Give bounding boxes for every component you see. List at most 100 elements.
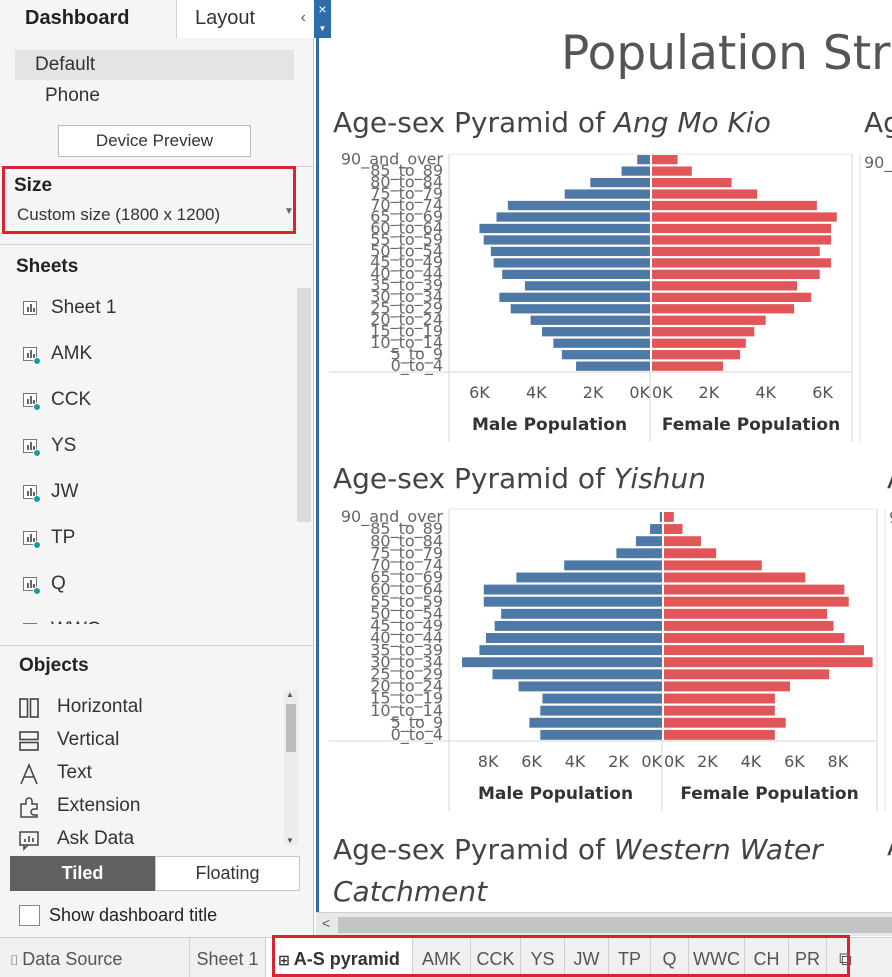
bar-male-40_to_44 (485, 633, 662, 643)
y-tick-label: 80_to_84 (370, 531, 443, 551)
y-tick-label: 5_to_9 (391, 713, 443, 733)
sheet-tab-pr[interactable]: PR (789, 938, 827, 977)
bar-female-30_to_34 (652, 292, 812, 302)
scroll-up-icon[interactable]: ▲ (286, 690, 294, 699)
x-tick-label: 2K (608, 752, 629, 771)
objects-scroll-thumb[interactable] (286, 704, 296, 752)
in-use-check-icon (33, 403, 41, 411)
worksheet-icon-bar (27, 583, 29, 588)
bar-female-90_and_over (664, 512, 674, 522)
bar-female-65_to_69 (652, 212, 837, 222)
y-tick-label: 10_to_14 (370, 701, 443, 721)
sheet-tab-a-s-pyramid[interactable]: ⊞ A-S pyramid (266, 938, 413, 977)
bar-female-10_to_14 (652, 338, 746, 348)
sheet-item-tp[interactable]: TP (0, 518, 296, 564)
object-ask-data[interactable]: Ask Data (18, 826, 288, 856)
bar-male-70_to_74 (507, 200, 650, 211)
show-dashboard-title-label[interactable]: Show dashboard title (49, 905, 218, 925)
scroll-left-icon[interactable]: < (322, 915, 331, 931)
object-label: Extension (57, 795, 141, 816)
size-section-title: Size (14, 175, 53, 196)
new-sheet-icon[interactable]: ⧉ (839, 949, 852, 969)
sheet-tab-ys[interactable]: YS (521, 938, 565, 977)
more-options-icon[interactable]: ▼ (314, 20, 331, 38)
y-tick-label: 35_to_39 (370, 640, 443, 660)
sheet-item-label: JW (51, 481, 79, 502)
y-tick-label: 50_to_54 (370, 604, 443, 624)
sheet-item-jw[interactable]: JW (0, 472, 296, 518)
sheet-tab-data-source[interactable]: ⌷ Data Source (0, 938, 190, 977)
size-dropdown-caret-icon[interactable]: ▼ (284, 206, 294, 217)
worksheet-icon-bar (27, 537, 29, 542)
bar-female-60_to_64 (664, 584, 845, 595)
canvas-scroll-thumb[interactable] (338, 917, 892, 933)
sheet-tab-jw[interactable]: JW (565, 938, 609, 977)
sheet-tab-ch[interactable]: CH (745, 938, 789, 977)
worksheet-icon-bar (27, 307, 29, 312)
sheet-tab-label: TP (617, 949, 641, 969)
bar-female-20_to_24 (652, 315, 766, 325)
sheet-item-q[interactable]: Q (0, 564, 296, 610)
worksheet-icon-bar (33, 538, 35, 542)
close-icon[interactable]: × (314, 0, 331, 20)
sheet-item-cck[interactable]: CCK (0, 380, 296, 426)
bar-female-80_to_84 (664, 536, 701, 547)
bar-male-15_to_19 (541, 327, 650, 337)
scroll-down-icon[interactable]: ▼ (286, 836, 294, 845)
y-tick-label: 90_and_over (341, 507, 444, 527)
bar-female-80_to_84 (652, 177, 732, 188)
in-use-check-icon (33, 357, 41, 365)
sheet-item-sheet-1[interactable]: Sheet 1 (0, 288, 296, 334)
bar-female-35_to_39 (664, 645, 864, 656)
tab-layout[interactable]: Layout (176, 0, 314, 38)
objects-scrollbar[interactable]: ▲ ▼ (284, 690, 298, 845)
bar-female-20_to_24 (664, 681, 791, 692)
y-tick-label: 40_to_44 (370, 264, 443, 284)
show-dashboard-title-checkbox[interactable] (19, 905, 40, 926)
device-preview-button[interactable]: Device Preview (58, 125, 251, 157)
bar-female-60_to_64 (652, 223, 832, 234)
floating-button[interactable]: Floating (155, 856, 300, 891)
sheet-tab-cck[interactable]: CCK (471, 938, 521, 977)
sheet-tab-label: WWC (693, 949, 740, 969)
y-tick-label: 65_to_69 (370, 207, 443, 227)
sheet-item-label: YS (51, 435, 77, 456)
sheet-tab-label: AMK (421, 949, 461, 969)
pyramid-chart-yishun[interactable]: 90_and_over85_to_8980_to_8475_to_7970_to… (319, 505, 892, 820)
x-axis-label-female: Female Population (680, 784, 858, 804)
sheet-item-amk[interactable]: AMK (0, 334, 296, 380)
sheet-item-ys[interactable]: YS (0, 426, 296, 472)
bar-female-55_to_59 (652, 235, 832, 245)
sheets-scrollbar[interactable] (297, 288, 311, 522)
in-use-check-icon (33, 449, 41, 457)
object-horizontal[interactable]: Horizontal (18, 694, 288, 724)
y-tick-label: 15_to_19 (370, 322, 443, 342)
sheet-tab-q[interactable]: Q (651, 938, 689, 977)
device-default[interactable]: Default (15, 50, 294, 80)
canvas-horizontal-scrollbar[interactable]: < (316, 912, 892, 936)
bar-male-80_to_84 (635, 536, 662, 547)
y-tick-label: 15_to_19 (370, 689, 443, 709)
size-dropdown[interactable]: Custom size (1800 x 1200) (17, 205, 221, 224)
sheet-tab-label: YS (530, 949, 555, 969)
tiled-button[interactable]: Tiled (10, 856, 155, 891)
sheet-tab-tp[interactable]: TP (609, 938, 651, 977)
sheet-tab-sheet-1[interactable]: Sheet 1 (190, 938, 266, 977)
sheet-item-label: Sheet 1 (51, 297, 117, 318)
sheet-tab-wwc[interactable]: WWC (689, 938, 745, 977)
object-vertical[interactable]: Vertical (18, 727, 288, 757)
sheet-item-wwc[interactable]: WWC (0, 610, 296, 624)
sheet-tab-amk[interactable]: AMK (413, 938, 471, 977)
collapse-panel-icon[interactable]: ‹ (300, 9, 306, 26)
object-text[interactable]: Text (18, 760, 288, 790)
bar-male-80_to_84 (590, 177, 650, 188)
x-tick-label: 0K (629, 383, 650, 402)
bar-male-40_to_44 (502, 269, 650, 280)
x-tick-label: 4K (741, 752, 762, 771)
sheet-tab-label: PR (794, 949, 820, 969)
object-extension[interactable]: Extension (18, 793, 288, 823)
tab-dashboard[interactable]: Dashboard (0, 0, 176, 38)
bar-male-65_to_69 (496, 212, 650, 222)
device-phone[interactable]: Phone (45, 85, 100, 106)
pyramid-chart-amk[interactable]: 90_and_over85_to_8980_to_8475_to_7970_to… (319, 150, 892, 450)
